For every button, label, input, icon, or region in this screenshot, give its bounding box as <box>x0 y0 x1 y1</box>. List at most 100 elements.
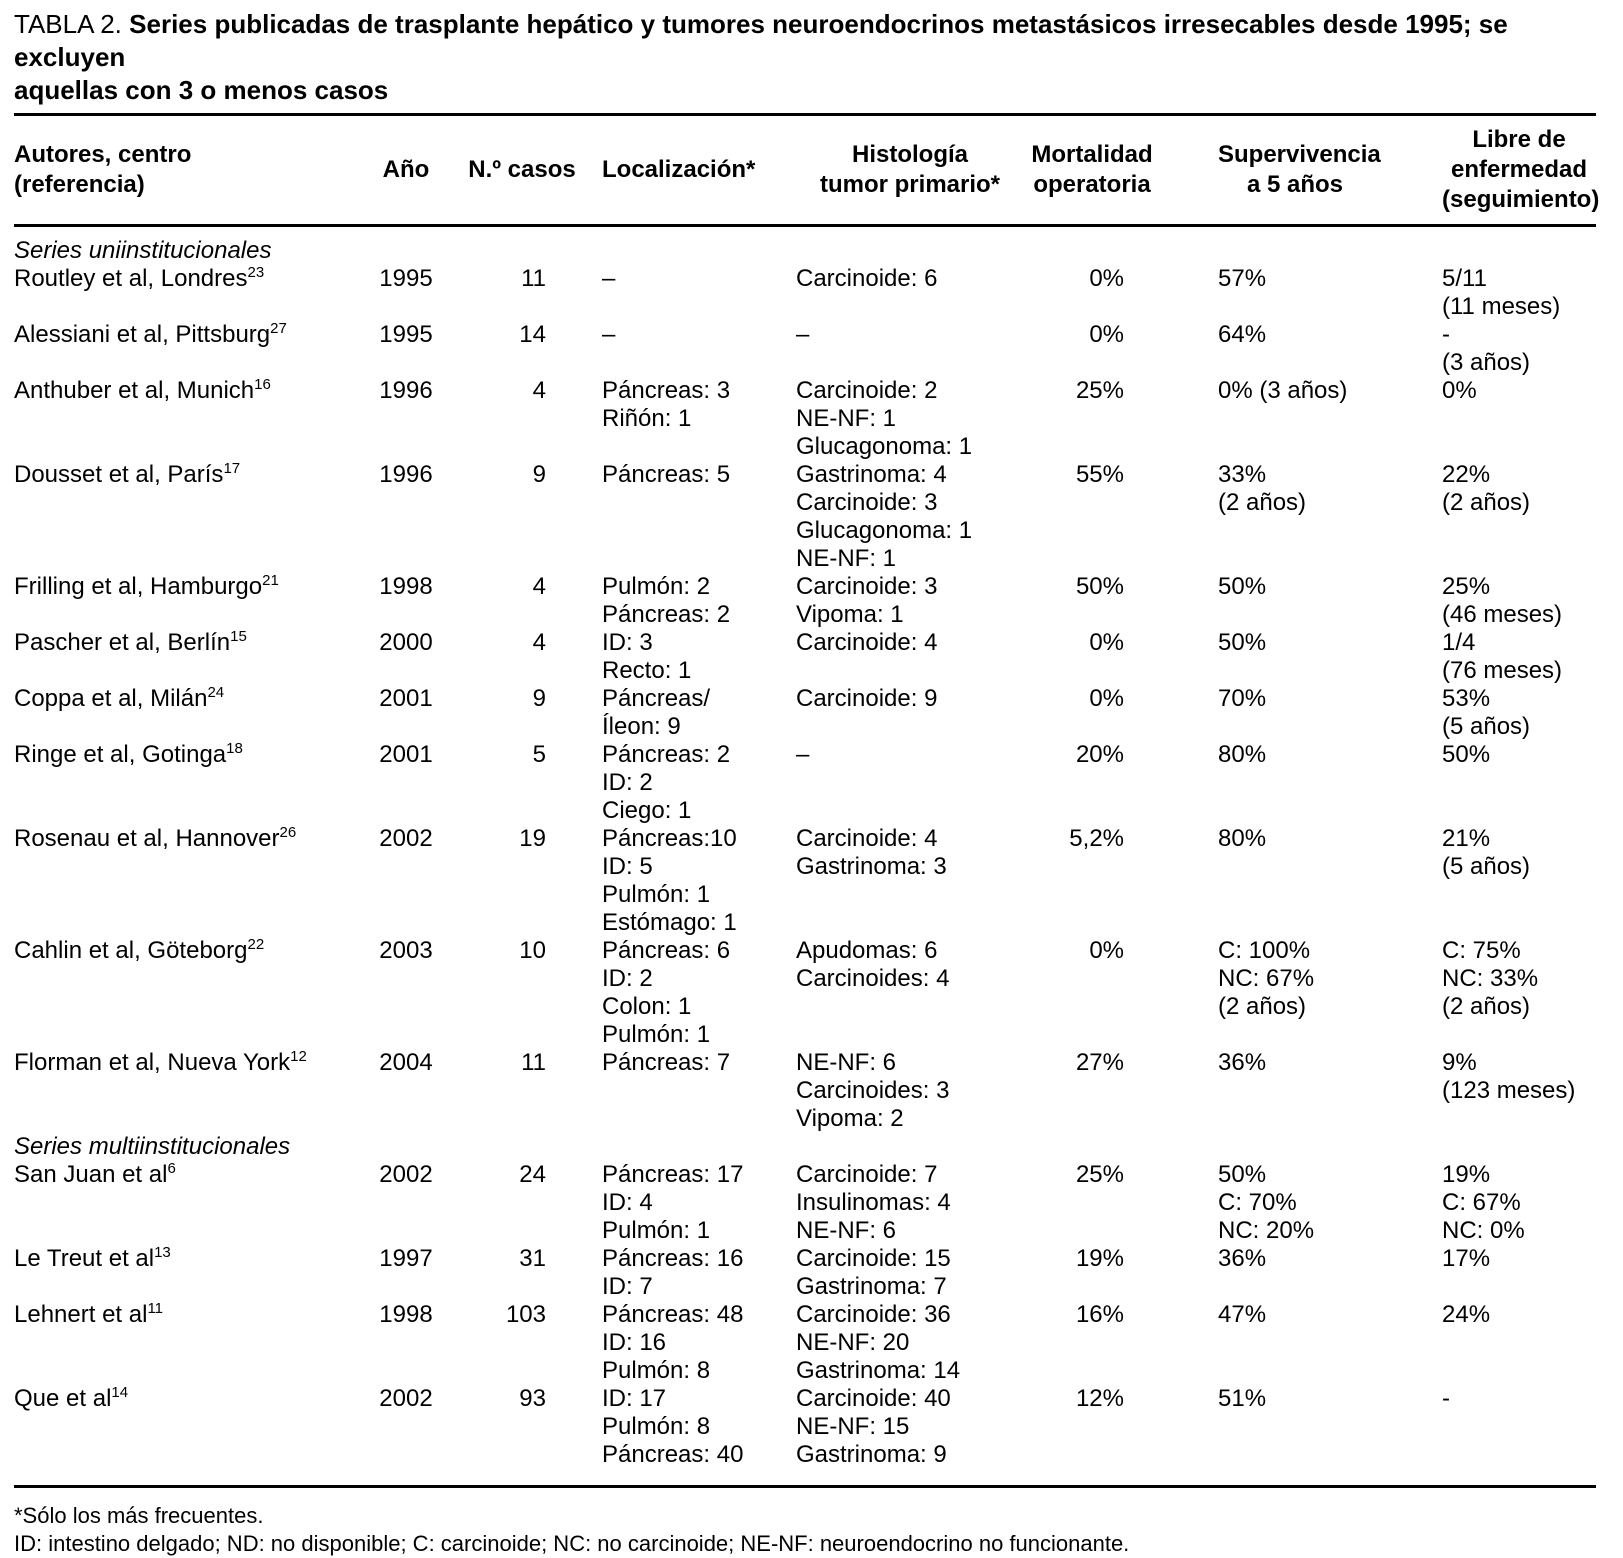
column-header-mortalidad: Mortalidad operatoria <box>1024 114 1160 227</box>
column-header-ano: Año <box>370 114 442 227</box>
cell-supervivencia: 57% <box>1218 265 1267 292</box>
cell-casos: 5 <box>532 741 546 768</box>
cell-mortalidad: 55% <box>1075 461 1124 488</box>
cell-casos: 93 <box>519 1385 546 1412</box>
table-row: Rosenau et al, Hannover26 2002 19 Páncreas:… <box>14 825 1596 937</box>
cell-libre: C: 75% NC: 33% (2 años) <box>1442 937 1539 1020</box>
cell-localizacion: – <box>602 265 616 292</box>
cell-ano: 2001 <box>379 741 433 768</box>
reference-number: 13 <box>154 1244 171 1261</box>
cell-ano: 2001 <box>379 685 433 712</box>
cell-autores: Florman et al, Nueva York12 <box>14 1048 307 1076</box>
cell-autores: Ringe et al, Gotinga18 <box>14 740 243 768</box>
cell-supervivencia: 47% <box>1218 1301 1267 1328</box>
cell-localizacion: Páncreas: 5 <box>602 461 731 488</box>
cell-supervivencia: 50% C: 70% NC: 20% <box>1218 1161 1315 1244</box>
table-title-label: TABLA 2. <box>14 9 122 39</box>
cell-libre: 50% <box>1442 741 1491 768</box>
cell-supervivencia: 36% <box>1218 1049 1267 1076</box>
cell-localizacion: Páncreas: 7 <box>602 1049 731 1076</box>
cell-supervivencia: 80% <box>1218 741 1267 768</box>
section-label: Series multiinstitucionales <box>14 1133 291 1160</box>
cell-localizacion: Páncreas/Íleon: 9 <box>602 685 711 740</box>
cell-ano: 1996 <box>379 377 433 404</box>
table-row: Anthuber et al, Munich16 1996 4 Páncreas: 3… <box>14 377 1596 461</box>
reference-number: 15 <box>230 628 247 645</box>
table-row: Cahlin et al, Göteborg22 2003 10 Páncreas: … <box>14 937 1596 1049</box>
cell-localizacion: Páncreas: 6 ID: 2 Colon: 1 Pulmón: 1 <box>602 937 731 1048</box>
reference-number: 17 <box>223 460 241 477</box>
cell-autores: Routley et al, Londres23 <box>14 264 265 292</box>
cell-libre: 19% C: 67% NC: 0% <box>1442 1161 1525 1244</box>
table-row: Le Treut et al13 1997 31 Páncreas: 16 ID: 7 C… <box>14 1245 1596 1301</box>
cell-mortalidad: 5,2% <box>1069 825 1124 852</box>
table-row: Pascher et al, Berlín15 2000 4 ID: 3 Recto: … <box>14 629 1596 685</box>
cell-casos: 11 <box>521 265 546 292</box>
cell-casos: 10 <box>519 937 546 964</box>
cell-autores: Cahlin et al, Göteborg22 <box>14 936 265 964</box>
cell-supervivencia: 0% (3 años) <box>1218 377 1348 404</box>
footnotes: *Sólo los más frecuentes. ID: intestino … <box>14 1502 1623 1558</box>
reference-number: 26 <box>279 824 297 841</box>
column-header-histologia: Histología tumor primario* <box>796 114 1024 227</box>
cell-histologia: Carcinoide: 15 Gastrinoma: 7 <box>796 1245 951 1300</box>
cell-libre: 53% (5 años) <box>1442 685 1531 740</box>
cell-autores: Frilling et al, Hamburgo21 <box>14 572 279 600</box>
cell-supervivencia: 80% <box>1218 825 1267 852</box>
reference-number: 27 <box>270 320 287 337</box>
cell-autores: Rosenau et al, Hannover26 <box>14 824 297 852</box>
cell-mortalidad: 12% <box>1075 1385 1124 1412</box>
column-header-casos: N.º casos <box>442 114 602 227</box>
cell-libre: 21% (5 años) <box>1442 825 1531 880</box>
cell-casos: 14 <box>519 321 546 348</box>
cell-ano: 2000 <box>379 629 433 656</box>
cell-supervivencia: 36% <box>1218 1245 1267 1272</box>
reference-number: 6 <box>167 1160 176 1177</box>
cell-autores: Le Treut et al13 <box>14 1244 171 1272</box>
cell-localizacion: ID: 17 Pulmón: 8 Páncreas: 40 <box>602 1385 744 1468</box>
cell-libre: 9% (123 meses) <box>1442 1049 1576 1104</box>
table-header: Autores, centro (referencia) Año N.º casos L… <box>14 114 1599 227</box>
reference-number: 14 <box>111 1384 129 1401</box>
cell-mortalidad: 25% <box>1075 377 1124 404</box>
column-header-autores: Autores, centro (referencia) <box>14 114 370 227</box>
reference-number: 22 <box>247 936 265 953</box>
cell-localizacion: Páncreas: 2 ID: 2 Ciego: 1 <box>602 741 731 824</box>
reference-number: 12 <box>290 1048 307 1065</box>
reference-number: 16 <box>254 376 271 393</box>
cell-mortalidad: 25% <box>1075 1161 1124 1188</box>
cell-autores: San Juan et al6 <box>14 1160 176 1188</box>
cell-histologia: Carcinoide: 6 <box>796 265 938 292</box>
cell-histologia: Carcinoide: 4 Gastrinoma: 3 <box>796 825 947 880</box>
cell-mortalidad: 20% <box>1075 741 1124 768</box>
cell-mortalidad: 0% <box>1089 265 1124 292</box>
cell-ano: 2002 <box>379 1161 433 1188</box>
cell-ano: 2003 <box>379 937 433 964</box>
cell-libre: 0% <box>1442 377 1477 404</box>
cell-supervivencia: 64% <box>1218 321 1267 348</box>
cell-histologia: Carcinoide: 9 <box>796 685 938 712</box>
table-title-text-line1: Series publicadas de trasplante hepático… <box>14 9 1508 72</box>
column-header-localizacion: Localización* <box>602 114 796 227</box>
cell-casos: 103 <box>505 1301 546 1328</box>
table-row: Alessiani et al, Pittsburg27 1995 14 – – 0% 64… <box>14 321 1596 377</box>
cell-ano: 1997 <box>379 1245 433 1272</box>
table-row: Que et al14 2002 93 ID: 17 Pulmón: 8 Páncreas… <box>14 1385 1596 1487</box>
cell-supervivencia: 70% <box>1218 685 1267 712</box>
cell-mortalidad: 0% <box>1089 629 1124 656</box>
cell-casos: 19 <box>519 825 546 852</box>
cell-localizacion: Páncreas:10 ID: 5 Pulmón: 1 Estómago: 1 <box>602 825 737 936</box>
table-title: TABLA 2. Series publicadas de trasplante… <box>14 8 1596 107</box>
cell-supervivencia: 51% <box>1218 1385 1267 1412</box>
table-title-text-line2: aquellas con 3 o menos casos <box>14 75 389 105</box>
cell-localizacion: Páncreas: 3 Riñón: 1 <box>602 377 731 432</box>
cell-autores: Coppa et al, Milán24 <box>14 684 225 712</box>
series-table: Autores, centro (referencia) Año N.º casos L… <box>14 113 1599 1488</box>
cell-mortalidad: 50% <box>1075 573 1124 600</box>
cell-ano: 1996 <box>379 461 433 488</box>
cell-autores: Anthuber et al, Munich16 <box>14 376 271 404</box>
cell-autores: Que et al14 <box>14 1384 129 1412</box>
cell-ano: 2002 <box>379 825 433 852</box>
cell-localizacion: – <box>602 321 616 348</box>
